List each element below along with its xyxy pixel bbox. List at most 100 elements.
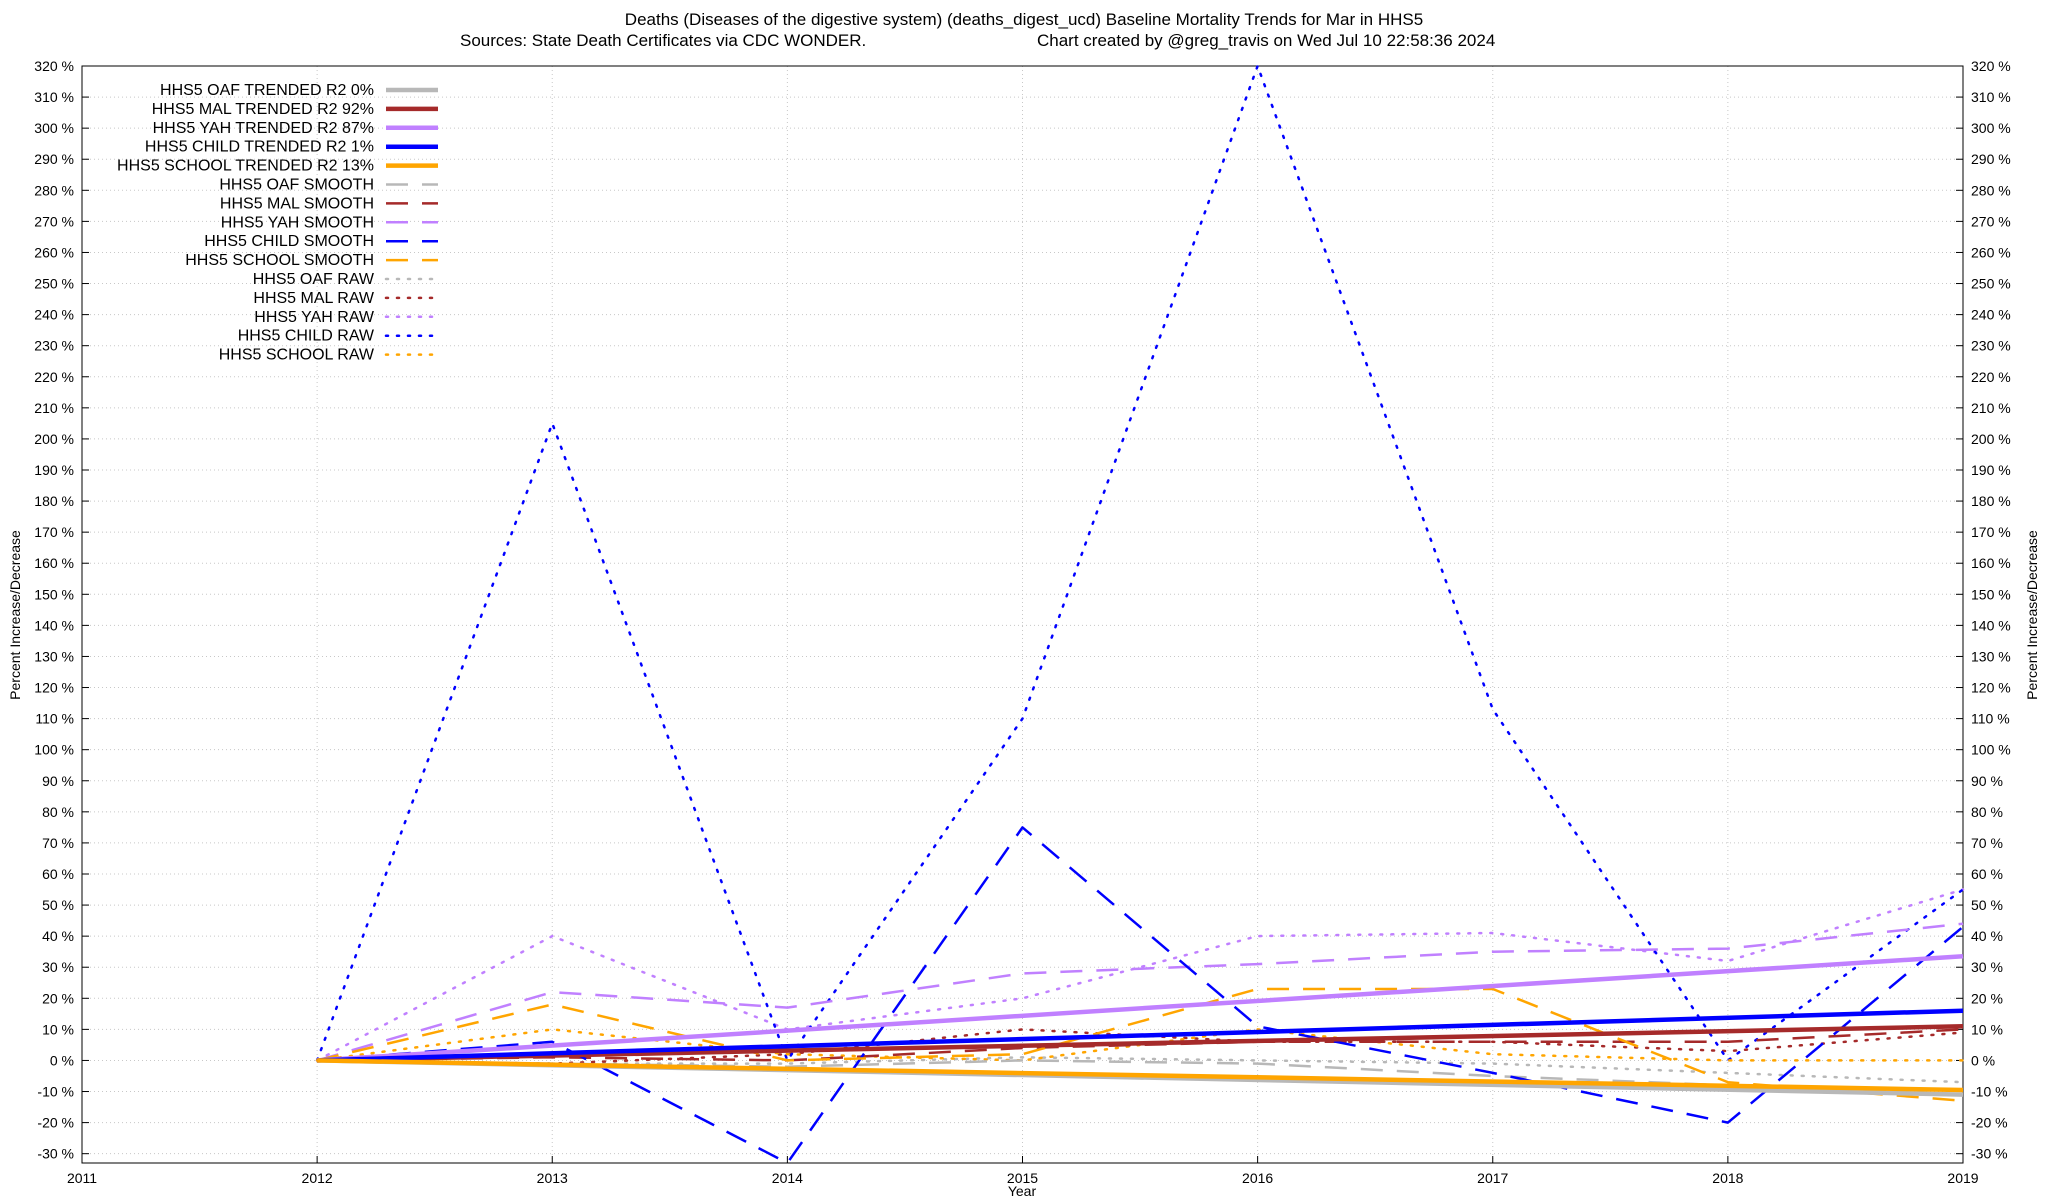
- y-axis-label-right: Percent Increase/Decrease: [2024, 530, 2040, 700]
- y-tick-label: -20 %: [37, 1115, 74, 1131]
- y-tick-label: 110 %: [35, 711, 74, 727]
- series-line-hhs5-yah-smooth: [316, 922, 1964, 1062]
- y-tick-label-right: 40 %: [1971, 928, 2003, 944]
- legend-label: HHS5 OAF RAW: [253, 271, 375, 288]
- y-tick-label: 60 %: [42, 866, 74, 882]
- y-tick-label-right: 310 %: [1971, 89, 2011, 105]
- y-tick-label-right: 180 %: [1971, 493, 2011, 509]
- legend-label: HHS5 YAH TRENDED R2 87%: [153, 120, 374, 137]
- y-tick-label: 50 %: [42, 897, 74, 913]
- legend-label: HHS5 SCHOOL RAW: [219, 347, 375, 364]
- chart-title: Deaths (Diseases of the digestive system…: [625, 10, 1423, 29]
- y-tick-label: 200 %: [34, 431, 74, 447]
- y-tick-label: 270 %: [34, 213, 74, 229]
- y-tick-label: 90 %: [42, 773, 74, 789]
- x-tick-label: 2018: [1712, 1170, 1743, 1186]
- series-line-hhs5-child-smooth: [317, 826, 1964, 1165]
- series-line-hhs5-yah-raw: [315, 888, 1965, 1062]
- y-tick-label: 180 %: [34, 493, 74, 509]
- y-tick-label: 150 %: [34, 586, 74, 602]
- y-tick-label-right: 90 %: [1971, 773, 2003, 789]
- y-tick-label-right: -20 %: [1971, 1115, 2008, 1131]
- legend-label: HHS5 OAF TRENDED R2 0%: [160, 82, 374, 99]
- y-tick-label-right: 210 %: [1971, 400, 2011, 416]
- y-tick-label-right: 270 %: [1971, 213, 2011, 229]
- y-tick-label-right: 150 %: [1971, 586, 2011, 602]
- series-line-hhs5-school-trended-r2-13: [317, 1058, 1964, 1093]
- y-tick-label: 220 %: [34, 369, 74, 385]
- y-tick-label: 210 %: [34, 400, 74, 416]
- y-tick-label-right: -10 %: [1971, 1084, 2008, 1100]
- chart-subtitle-source: Sources: State Death Certificates via CD…: [460, 31, 866, 50]
- series-line-hhs5-child-trended-r2-1: [317, 1008, 1964, 1063]
- series-line-hhs5-mal-trended-r2-92: [317, 1024, 1964, 1063]
- y-tick-label: 140 %: [34, 617, 74, 633]
- legend-label: HHS5 YAH SMOOTH: [221, 214, 374, 231]
- x-axis-label: Year: [1008, 1183, 1037, 1199]
- legend-label: HHS5 CHILD RAW: [238, 328, 375, 345]
- x-tick-label: 2019: [1947, 1170, 1978, 1186]
- y-tick-label-right: 100 %: [1971, 742, 2011, 758]
- y-tick-label: 40 %: [42, 928, 74, 944]
- y-tick-label-right: 30 %: [1971, 959, 2003, 975]
- y-tick-label: 130 %: [34, 648, 74, 664]
- x-tick-label: 2014: [772, 1170, 803, 1186]
- y-tick-label: 320 %: [34, 58, 74, 74]
- y-tick-label: 170 %: [34, 524, 74, 540]
- y-tick-label-right: 250 %: [1971, 276, 2011, 292]
- legend-label: HHS5 SCHOOL TRENDED R2 13%: [117, 158, 374, 175]
- y-tick-label: 290 %: [34, 151, 74, 167]
- x-axis-ticks: 2011 2012 2013 2014 2015 2016 2017 2018 2019: [67, 1156, 1979, 1186]
- y-tick-label: 310 %: [34, 89, 74, 105]
- y-tick-label: 240 %: [34, 307, 74, 323]
- y-tick-label: 100 %: [34, 742, 74, 758]
- legend-label: HHS5 MAL SMOOTH: [220, 195, 374, 212]
- y-tick-label-right: 260 %: [1971, 244, 2011, 260]
- chart-subtitle-credit: Chart created by @greg_travis on Wed Jul…: [1037, 31, 1495, 50]
- y-tick-label: 280 %: [34, 182, 74, 198]
- grid: [81, 65, 1964, 1163]
- series-line-hhs5-child-raw: [315, 64, 1965, 1062]
- y-tick-label: 160 %: [34, 555, 74, 571]
- y-tick-label-right: 230 %: [1971, 338, 2011, 354]
- y-tick-label-right: 240 %: [1971, 307, 2011, 323]
- y-tick-label: -30 %: [37, 1146, 74, 1162]
- y-tick-label: 70 %: [42, 835, 74, 851]
- y-tick-label-right: 170 %: [1971, 524, 2011, 540]
- y-tick-label: 230 %: [34, 338, 74, 354]
- legend-label: HHS5 CHILD TRENDED R2 1%: [145, 139, 374, 156]
- y-tick-label-right: 200 %: [1971, 431, 2011, 447]
- legend-label: HHS5 MAL RAW: [253, 290, 375, 307]
- y-tick-label-right: 280 %: [1971, 182, 2011, 198]
- y-tick-label: 120 %: [34, 680, 74, 696]
- y-tick-label-right: 20 %: [1971, 990, 2003, 1006]
- y-tick-label-right: 80 %: [1971, 804, 2003, 820]
- y-tick-label-right: 220 %: [1971, 369, 2011, 385]
- y-tick-label-right: 110 %: [1971, 711, 2010, 727]
- y-axis-right-ticks: -30 % -20 % -10 % 0 % 10 % 20 % 30 % 40 % 50 % 60…: [1956, 58, 2011, 1162]
- y-tick-label-right: 50 %: [1971, 897, 2003, 913]
- y-tick-label: 10 %: [42, 1021, 74, 1037]
- y-tick-label-right: 140 %: [1971, 617, 2011, 633]
- y-tick-label-right: 160 %: [1971, 555, 2011, 571]
- x-tick-label: 2013: [537, 1170, 568, 1186]
- y-tick-label: 30 %: [42, 959, 74, 975]
- x-tick-label: 2015: [1007, 1170, 1038, 1186]
- y-tick-label-right: 60 %: [1971, 866, 2003, 882]
- y-tick-label: 190 %: [34, 462, 74, 478]
- series-line-hhs5-mal-smooth: [317, 1028, 1964, 1062]
- legend-label: HHS5 SCHOOL SMOOTH: [185, 252, 374, 269]
- y-tick-label: 0 %: [50, 1052, 74, 1068]
- x-tick-label: 2012: [302, 1170, 333, 1186]
- legend: HHS5 OAF TRENDED R2 0% HHS5 MAL TRENDED R…: [117, 82, 440, 364]
- y-tick-label: 80 %: [42, 804, 74, 820]
- y-tick-label: 300 %: [34, 120, 74, 136]
- legend-label: HHS5 CHILD SMOOTH: [204, 233, 374, 250]
- y-axis-left-ticks: -30 % -20 % -10 % 0 % 10 % 20 % 30 % 40 % 50 % 60…: [34, 58, 89, 1162]
- y-tick-label: 20 %: [42, 990, 74, 1006]
- x-tick-label: 2016: [1242, 1170, 1273, 1186]
- y-axis-label-left: Percent Increase/Decrease: [7, 530, 23, 700]
- y-tick-label-right: -30 %: [1971, 1146, 2008, 1162]
